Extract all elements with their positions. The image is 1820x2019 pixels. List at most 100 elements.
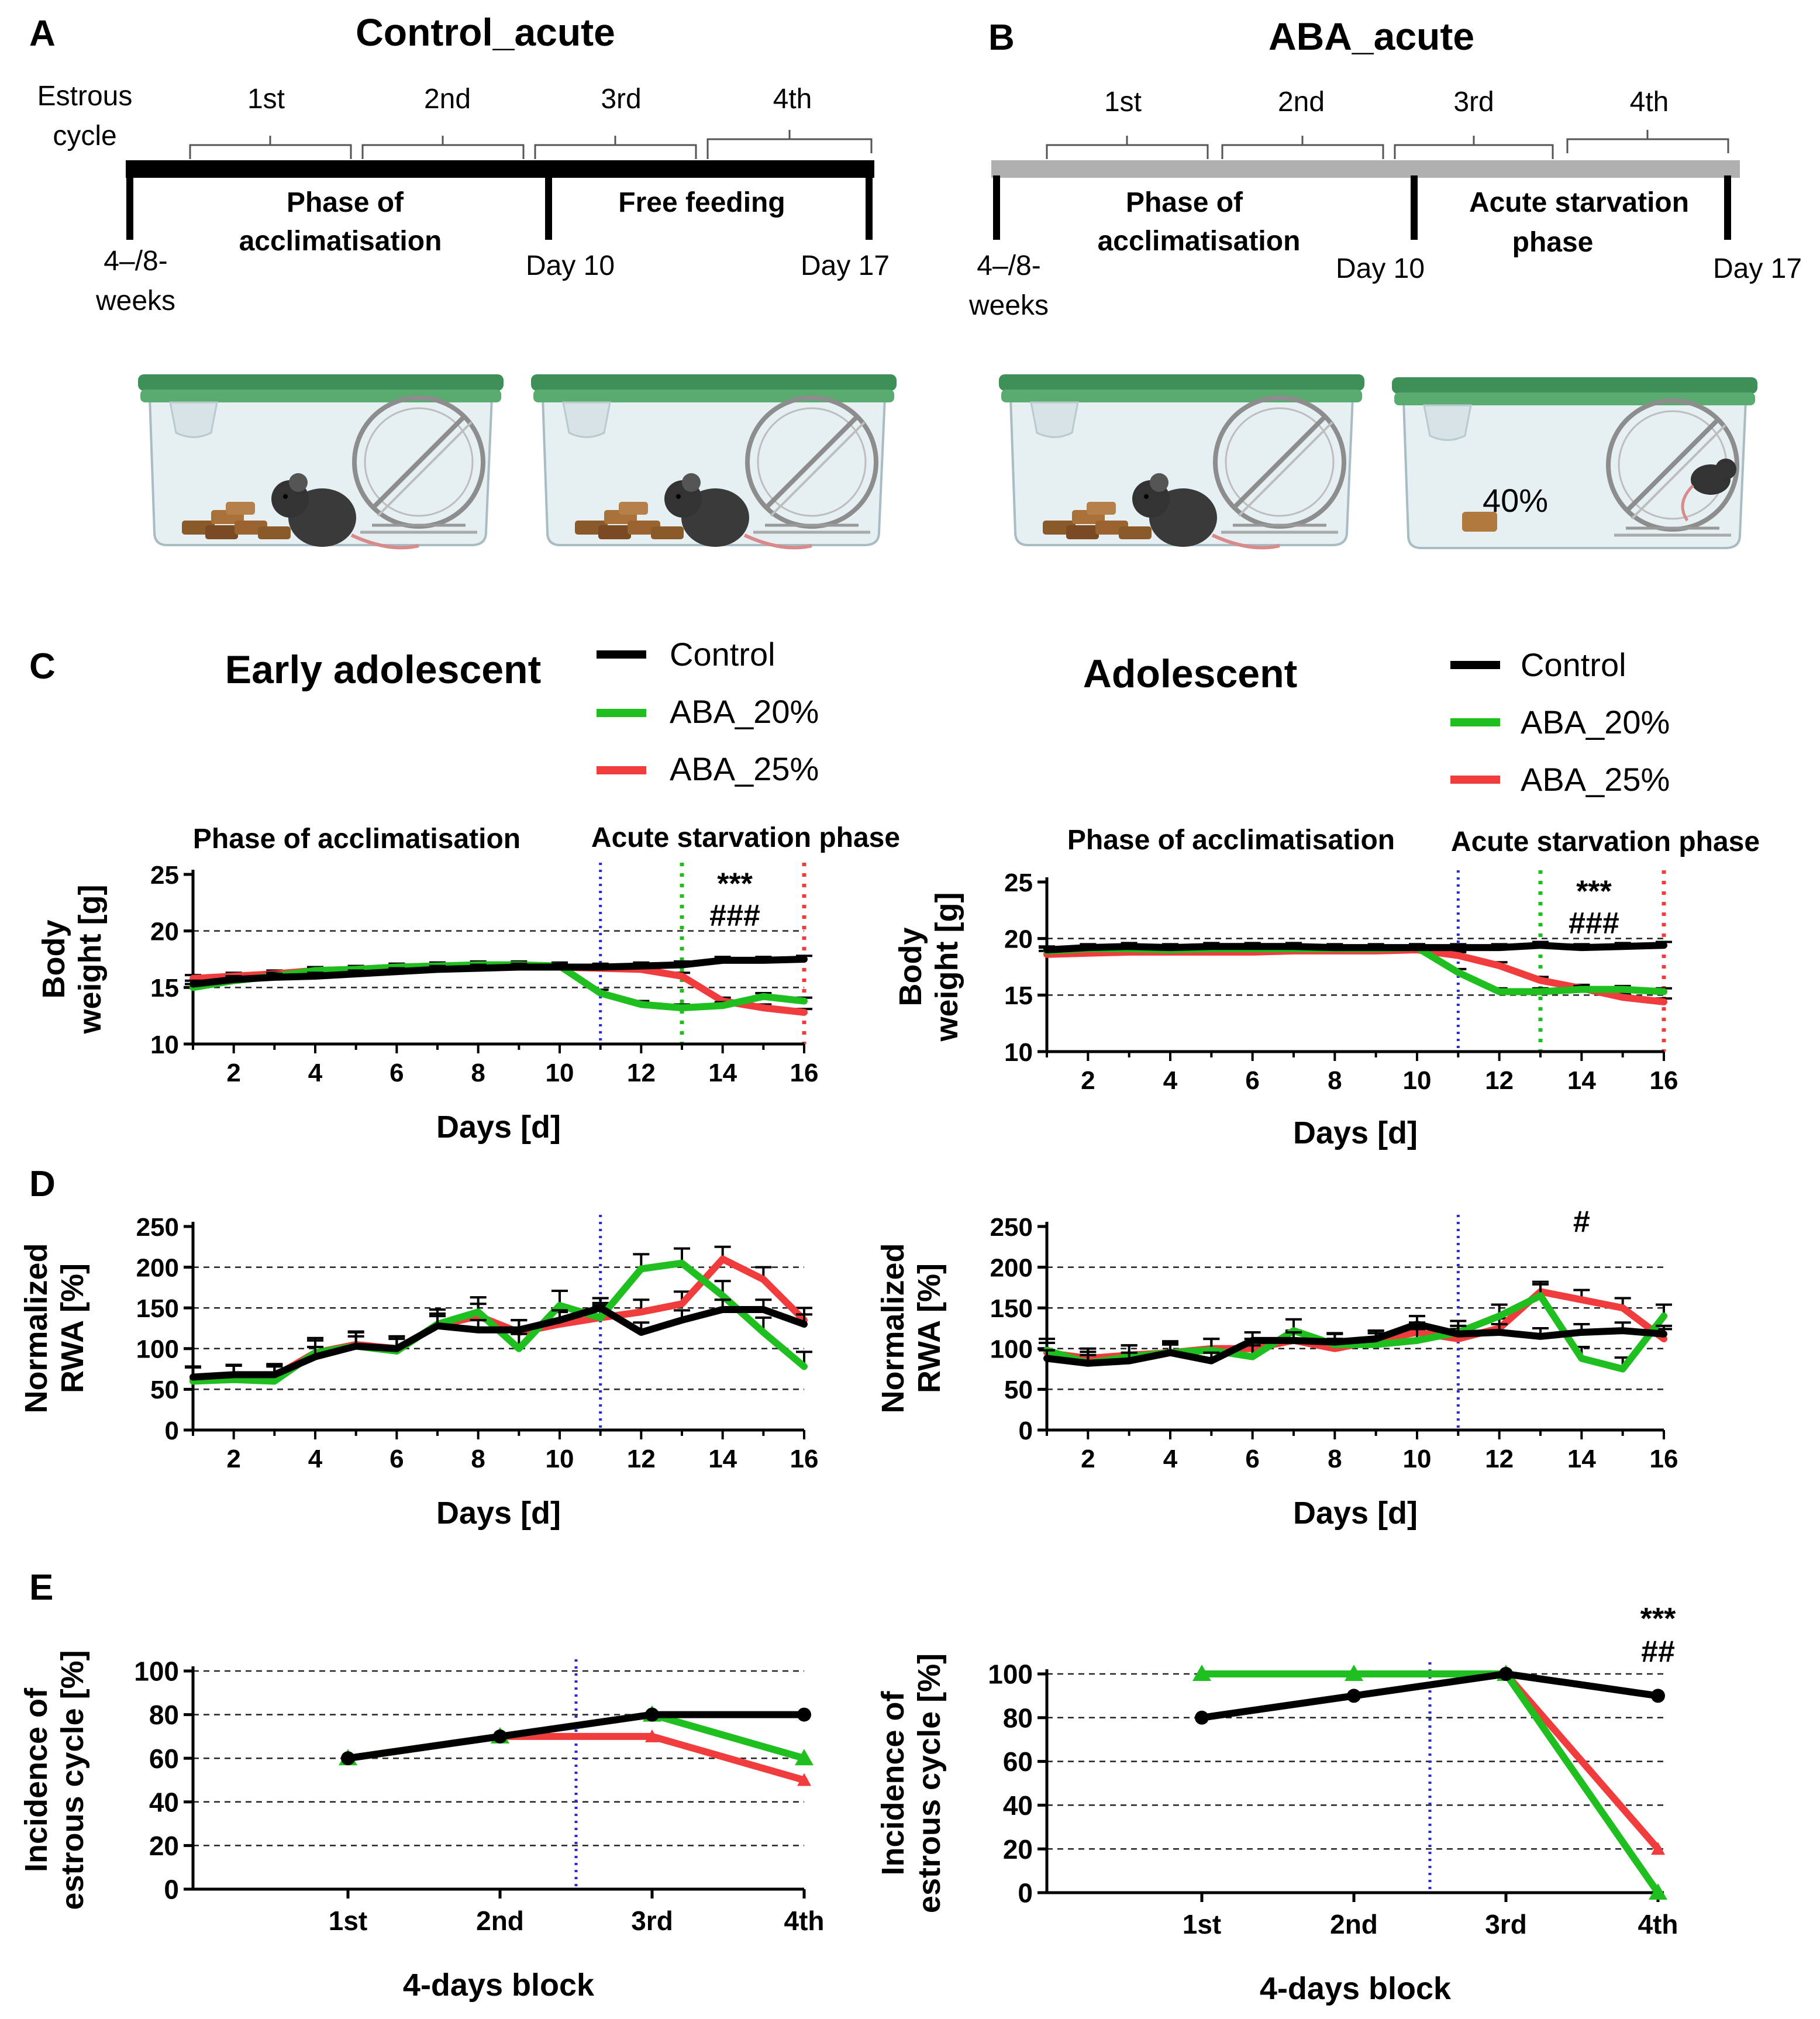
phase-b1-line1: Phase of <box>1126 187 1243 218</box>
series-line-aba25 <box>1043 946 1667 1005</box>
y-tick-label: 50 <box>1004 1376 1033 1404</box>
y-tick-label: 150 <box>990 1294 1033 1323</box>
x-axis-title: Days [d] <box>1293 1115 1418 1150</box>
significance-label: *** <box>1576 875 1612 909</box>
brace-b-4 <box>1566 130 1729 153</box>
x-tick-label: 6 <box>389 1059 404 1087</box>
point-aba20 <box>1345 1665 1363 1681</box>
timeline-tick-b-start <box>993 175 1000 240</box>
chart-rwa-early: 0 50 100 150 200 250 2 4 6 8 10 12 14 16 Days [d] Norma… <box>19 1213 818 1531</box>
brace-a-3 <box>534 136 697 159</box>
cycle-b-3: 3rd <box>1453 87 1494 118</box>
day-b-mid: Day 10 <box>1336 253 1425 284</box>
y-axis-title: Normalized <box>875 1243 911 1413</box>
x-tick-label: 16 <box>790 1445 819 1473</box>
day-a-mid: Day 10 <box>526 250 615 281</box>
x-tick-label: 10 <box>1403 1445 1432 1473</box>
series-line-aba20 <box>1198 1670 1662 1896</box>
phase-a2-line1: Free feeding <box>618 187 785 218</box>
point-aba20 <box>795 1749 814 1766</box>
timeline-tick-b-end <box>1724 175 1731 240</box>
panel-c-letter: C <box>29 646 56 687</box>
y-tick-label: 100 <box>990 1335 1033 1364</box>
series-line-aba20 <box>189 961 808 1012</box>
estrous-label-line1: Estrous <box>37 81 133 112</box>
y-tick-label: 60 <box>149 1744 179 1774</box>
y-axis-title: Incidence of <box>19 1687 54 1872</box>
y-axis-title: Body <box>893 928 928 1007</box>
brace-b-3 <box>1394 136 1554 159</box>
point-control <box>493 1729 507 1744</box>
x-axis-title: Days [d] <box>436 1110 561 1145</box>
x-tick-label: 2nd <box>476 1906 524 1936</box>
x-axis-title: Days [d] <box>1293 1496 1418 1531</box>
x-axis-title: Days [d] <box>436 1496 561 1531</box>
x-tick-label: 10 <box>546 1445 574 1473</box>
y-tick-label: 20 <box>1003 1834 1033 1865</box>
y-tick-label: 60 <box>1003 1746 1033 1777</box>
panel-a: A Control_acute Estrous cycle 1st 2nd 3r… <box>29 11 890 316</box>
phase-label-right-acclim: Phase of acclimatisation <box>1067 825 1395 856</box>
point-control <box>797 1707 811 1722</box>
y-tick-label: 25 <box>150 861 179 890</box>
timeline-tick-a-start <box>126 175 133 240</box>
panel-a-letter: A <box>29 13 56 54</box>
timeline-tick-a-mid <box>545 175 552 240</box>
chart-body-weight-adolescent: 10 15 20 25 2 4 6 8 10 12 14 16 Days [d] Body weight [… <box>893 869 1678 1150</box>
y-axis-title: estrous cycle [%] <box>912 1653 947 1913</box>
y-tick-label: 100 <box>134 1656 179 1687</box>
y-tick-label: 200 <box>990 1253 1033 1282</box>
chart-body-weight-early: 10 15 20 25 2 4 6 8 10 12 14 16 Days [d] Body weight [… <box>36 861 818 1145</box>
legend-right-swatch-aba25 <box>1450 776 1500 784</box>
x-tick-label: 6 <box>1245 1066 1259 1095</box>
significance-label: *** <box>717 867 753 901</box>
point-control <box>1499 1667 1513 1681</box>
cycle-a-3: 3rd <box>601 84 641 115</box>
point-aba25 <box>797 1773 811 1786</box>
phase-label-left-acclim: Phase of acclimatisation <box>193 824 521 855</box>
point-aba20 <box>1192 1665 1211 1681</box>
y-axis-title: weight [g] <box>929 893 964 1042</box>
y-tick-label: 0 <box>1018 1878 1033 1908</box>
legend-left-label-aba20: ABA_20% <box>670 693 819 730</box>
age-a-line2: weeks <box>95 285 175 316</box>
day-a-end: Day 17 <box>801 250 890 281</box>
series-line-control <box>189 956 808 988</box>
point-control <box>1651 1689 1665 1703</box>
x-tick-label: 6 <box>389 1445 404 1473</box>
cage-a2 <box>531 374 897 547</box>
legend-left-swatch-aba25 <box>597 766 646 774</box>
brace-a-4 <box>706 130 873 159</box>
y-tick-label: 80 <box>1003 1703 1033 1733</box>
y-tick-label: 100 <box>136 1335 179 1364</box>
x-tick-label: 16 <box>1650 1445 1678 1473</box>
panel-a-title: Control_acute <box>356 11 615 54</box>
legend-left-swatch-aba20 <box>597 709 646 717</box>
point-control <box>341 1751 355 1766</box>
y-axis-title: RWA [%] <box>55 1263 90 1393</box>
y-tick-label: 0 <box>1019 1417 1033 1445</box>
legend-left-label-control: Control <box>670 636 775 673</box>
y-tick-label: 100 <box>988 1659 1033 1690</box>
phase-a1-line2: acclimatisation <box>239 226 442 257</box>
legend-right-label-control: Control <box>1521 646 1626 683</box>
y-tick-label: 20 <box>1004 925 1033 954</box>
legend-left-label-aba25: ABA_25% <box>670 750 819 787</box>
x-tick-label: 12 <box>1485 1445 1514 1473</box>
y-tick-label: 200 <box>136 1253 179 1282</box>
panel-e-letter: E <box>29 1567 53 1608</box>
significance-label: ### <box>709 899 760 933</box>
y-tick-label: 15 <box>1004 981 1033 1010</box>
x-tick-label: 14 <box>708 1445 737 1473</box>
legend-right: Control ABA_20% ABA_25% <box>1450 646 1670 798</box>
day-b-end: Day 17 <box>1713 253 1802 284</box>
point-control <box>1347 1689 1361 1703</box>
y-tick-label: 250 <box>136 1213 179 1242</box>
significance-label: *** <box>1640 1602 1676 1636</box>
y-axis-title: RWA [%] <box>912 1263 947 1393</box>
series-line-control <box>344 1711 808 1762</box>
significance-label: # <box>1573 1205 1590 1239</box>
cage-b1 <box>999 374 1364 547</box>
food-ration <box>1462 512 1497 532</box>
